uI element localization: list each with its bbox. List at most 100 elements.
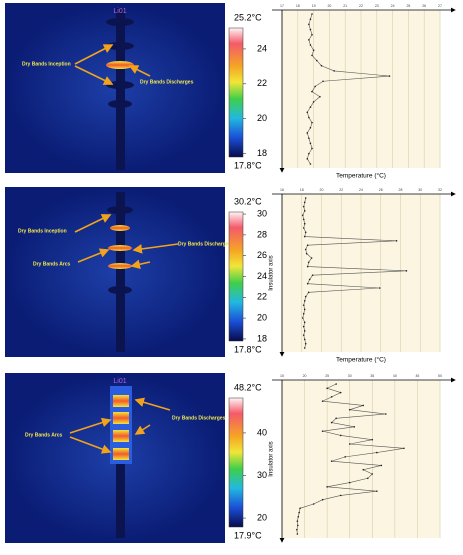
x-tick-label: 24 [391, 4, 395, 8]
annotation: Dry Bands Discharges [178, 241, 232, 247]
data-point [309, 126, 312, 129]
x-tick-label: 22 [339, 188, 343, 192]
image-label: Li01 [113, 8, 126, 15]
x-tick-label: 20 [320, 188, 324, 192]
x-tick-label: 30 [348, 374, 352, 378]
data-point [309, 18, 312, 20]
colorbar-tick-label: 20 [257, 512, 267, 522]
x-axis-label: Temperature (°C) [336, 356, 386, 364]
data-point [339, 434, 342, 437]
data-point [311, 13, 313, 15]
data-point [312, 101, 315, 103]
data-point [362, 468, 365, 471]
data-point [297, 524, 299, 527]
colorbar-tick-label: 40 [257, 427, 267, 437]
data-point [303, 222, 306, 225]
data-point [371, 473, 374, 475]
data-point [303, 330, 306, 332]
data-point [395, 240, 398, 242]
data-point [302, 312, 305, 315]
x-tick-label: 18 [296, 4, 300, 8]
data-point [306, 111, 309, 114]
colorbar-tick-label: 30 [257, 208, 267, 218]
data-point [376, 490, 378, 492]
data-point [326, 486, 328, 488]
data-point [335, 417, 337, 420]
colorbar-tick-label: 26 [257, 250, 267, 260]
data-point [321, 400, 324, 402]
data-point [303, 321, 306, 324]
data-point [314, 85, 316, 88]
colorbar-tick-label: 24 [257, 271, 267, 281]
x-tick-label: 16 [280, 188, 284, 192]
data-point [309, 142, 312, 145]
data-point [302, 205, 305, 208]
data-point [297, 516, 300, 518]
data-point [298, 511, 300, 514]
data-point [304, 231, 307, 234]
data-point [308, 137, 310, 139]
data-point [311, 33, 313, 36]
data-point [311, 90, 313, 93]
data-point [311, 121, 313, 124]
data-point [306, 244, 309, 246]
colorbar-max: 48.2°C [234, 382, 262, 392]
x-tick-label: 27 [438, 4, 442, 8]
x-tick-label: 22 [359, 4, 363, 8]
data-point [303, 235, 306, 238]
colorbar-tick-label: 18 [257, 333, 267, 343]
x-tick-label: 32 [438, 188, 442, 192]
data-point [296, 533, 299, 535]
data-point [309, 44, 312, 46]
data-point [326, 387, 328, 390]
data-point [303, 210, 306, 212]
x-tick-label: 30 [418, 188, 422, 192]
x-tick-label: 20 [303, 374, 307, 378]
data-point [307, 291, 310, 294]
annotation: Dry Bands Discharges [140, 79, 194, 85]
x-tick-label: 25 [325, 374, 329, 378]
data-point [330, 396, 333, 398]
data-point [310, 257, 313, 259]
data-point [296, 528, 298, 531]
data-point [308, 39, 310, 41]
colorbar-tick-label: 22 [257, 78, 267, 88]
data-point [303, 347, 306, 349]
data-point [330, 421, 333, 424]
data-point [311, 54, 313, 57]
data-point [353, 426, 356, 428]
data-point [320, 64, 323, 67]
x-tick-label: 24 [359, 188, 363, 192]
data-point [309, 106, 312, 108]
data-point [303, 300, 306, 302]
x-tick-label: 25 [406, 4, 410, 8]
data-point [299, 507, 301, 510]
x-tick-label: 21 [343, 4, 347, 8]
data-point [312, 503, 315, 505]
data-point [335, 383, 337, 385]
data-point [302, 334, 305, 336]
colorbar-tick-label: 30 [257, 470, 267, 480]
data-point [305, 252, 308, 255]
data-point [304, 295, 307, 298]
data-point [385, 413, 387, 415]
data-point [304, 342, 307, 345]
data-point [315, 59, 318, 62]
data-point [301, 317, 304, 319]
x-tick-label: 28 [399, 188, 403, 192]
y-axis-label: Insulator axis [269, 441, 275, 476]
plot-area [282, 380, 440, 538]
data-point [371, 438, 374, 441]
data-point [303, 338, 306, 341]
x-tick-label: 26 [379, 188, 383, 192]
colorbar [228, 27, 244, 158]
data-point [348, 481, 351, 484]
data-point [302, 227, 305, 229]
x-axis-label: Temperature (°C) [336, 172, 386, 180]
x-tick-label: 23 [375, 4, 379, 8]
data-point [304, 248, 307, 251]
x-tick-label: 17 [280, 4, 284, 8]
data-point [321, 430, 324, 432]
colorbar [228, 397, 244, 528]
